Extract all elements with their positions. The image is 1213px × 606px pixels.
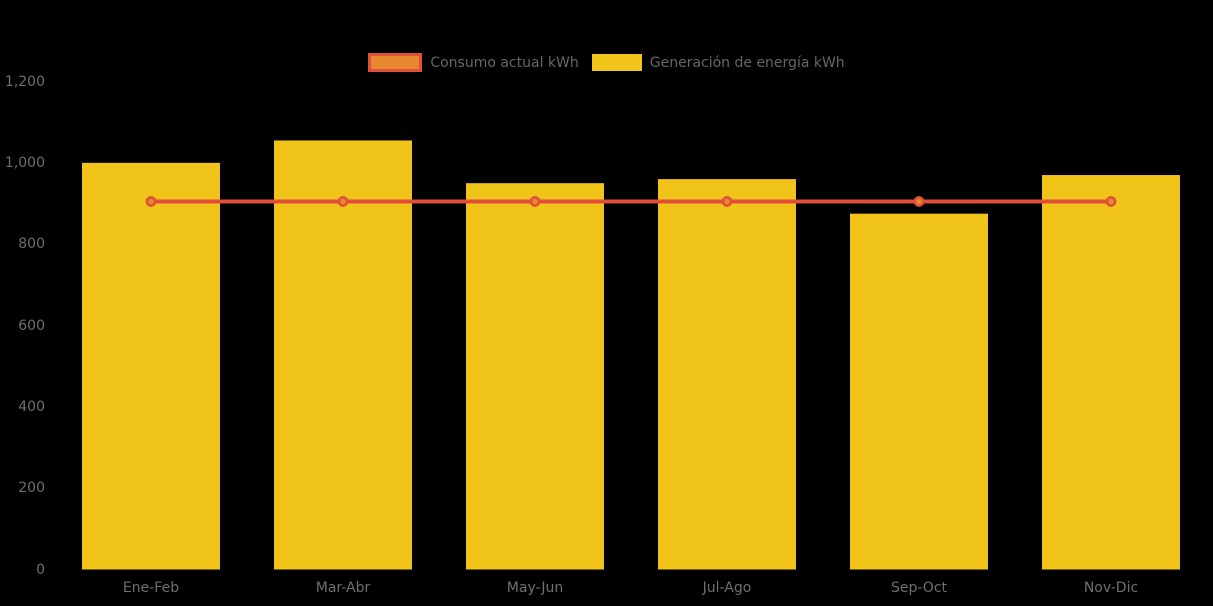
bar-mar-abr[interactable] [274,140,412,570]
line-marker-nov-dic[interactable] [1105,196,1117,207]
y-axis-label-0: 0 [36,561,45,578]
x-axis-label-ene-feb: Ene-Feb [122,580,180,596]
y-axis-label-600: 600 [18,317,45,334]
legend-item-generacion-energia[interactable]: Generación de energía kWh [591,54,845,71]
legend-swatch-consumo-line-icon [368,53,423,72]
y-axis-label-200: 200 [18,480,45,497]
legend-label-consumo-actual: Consumo actual kWh [430,54,579,71]
bar-may-jun[interactable] [466,183,604,570]
bar-sep-oct[interactable] [850,213,988,570]
legend-label-generacion-energia: Generación de energía kWh [649,54,845,71]
x-axis-label-mar-abr: Mar-Abr [315,580,371,596]
line-marker-sep-oct[interactable] [913,196,925,207]
legend-item-consumo-actual[interactable]: Consumo actual kWh [368,53,579,72]
line-marker-mar-abr[interactable] [337,196,349,207]
bar-jul-ago[interactable] [658,179,796,570]
x-axis-label-sep-oct: Sep-Oct [890,580,948,596]
x-axis-label-may-jun: May-Jun [506,580,564,596]
line-marker-may-jun[interactable] [529,196,541,207]
line-marker-ene-feb[interactable] [145,196,157,207]
y-axis-label-400: 400 [18,398,45,415]
line-marker-jul-ago[interactable] [721,196,733,207]
chart-legend: Consumo actual kWh Generación de energía… [0,53,1213,72]
bar-ene-feb[interactable] [82,162,220,570]
x-axis-label-jul-ago: Jul-Ago [702,580,752,596]
x-axis-label-nov-dic: Nov-Dic [1083,580,1139,596]
y-axis-label-1,000: 1,000 [4,154,45,171]
y-axis-label-1,200: 1,200 [4,73,45,90]
y-axis-label-800: 800 [18,236,45,253]
legend-swatch-generacion-bar-icon [591,54,642,71]
bar-nov-dic[interactable] [1042,175,1180,570]
